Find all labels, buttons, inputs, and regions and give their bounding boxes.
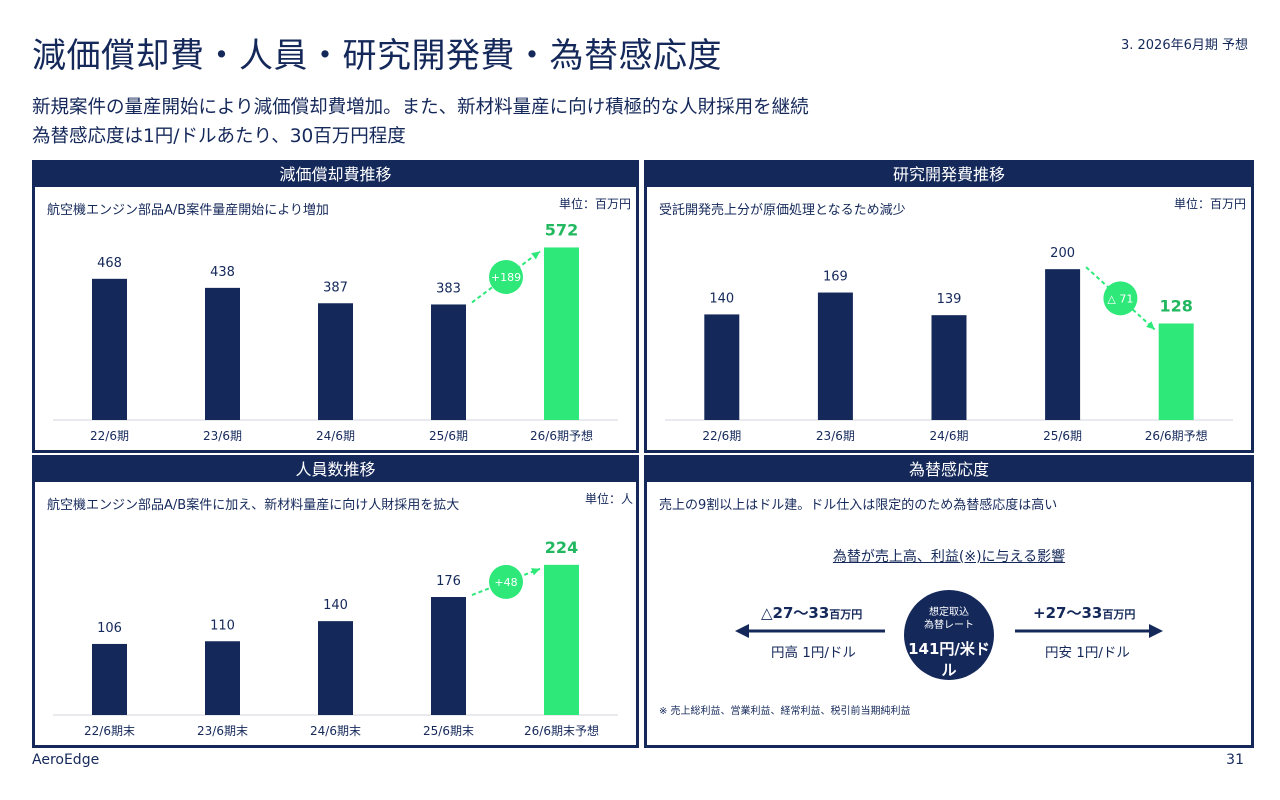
fx-left-unit: 百万円 bbox=[829, 608, 863, 621]
fx-note: 売上の9割以上はドル建。ドル仕入は限定的のため為替感応度は高い bbox=[659, 498, 1058, 513]
rnd-note: 受託開発売上分が原価処理となるため減少 bbox=[659, 203, 906, 218]
rnd-unit: 単位：百万円 bbox=[1174, 197, 1247, 211]
data-label: 106 bbox=[97, 621, 122, 636]
fx-assumed-rate-badge: 想定取込為替レート 141円/米ドル bbox=[904, 590, 994, 680]
data-label: 383 bbox=[436, 281, 461, 296]
fx-left-value: △27～33 bbox=[761, 604, 830, 622]
change-label: +48 bbox=[494, 576, 517, 589]
x-tick-label: 23/6期 bbox=[203, 429, 242, 443]
bar bbox=[431, 597, 466, 715]
x-tick-label: 24/6期末 bbox=[310, 724, 361, 738]
x-tick-label: 25/6期末 bbox=[423, 724, 474, 738]
bar bbox=[431, 304, 466, 420]
headcount-panel-heading: 人員数推移 bbox=[35, 458, 636, 482]
change-arrowhead bbox=[531, 251, 540, 260]
fx-arrowhead-right bbox=[1149, 624, 1163, 638]
bar bbox=[92, 278, 127, 420]
fx-rate-caption: 想定取込 為替レート bbox=[904, 606, 994, 632]
change-arrowhead bbox=[531, 568, 540, 576]
depreciation-chart: 468 22/6期 438 23/6期 387 24/6期 383 25/6期 572 26/6期… bbox=[53, 220, 618, 443]
headcount-chart: 106 22/6期末 110 23/6期末 140 24/6期末 176 25/6期末 224 2… bbox=[53, 538, 618, 738]
data-label: 224 bbox=[545, 538, 578, 557]
depreciation-unit: 単位：百万円 bbox=[559, 197, 632, 211]
fx-rate-caption-1: 想定取込 bbox=[929, 607, 969, 618]
fx-panel: 為替感応度 売上の9割以上はドル建。ドル仕入は限定的のため為替感応度は高い 為替… bbox=[644, 455, 1254, 748]
fx-rate-caption-2: 為替レート bbox=[924, 620, 974, 631]
page-number: 31 bbox=[1226, 752, 1244, 768]
fx-right-unit: 百万円 bbox=[1102, 608, 1136, 621]
section-label: 3. 2026年6月期 予想 bbox=[1120, 38, 1248, 53]
fx-rate-value: 141円/米ドル bbox=[908, 640, 990, 679]
depreciation-note: 航空機エンジン部品A/B案件量産開始により増加 bbox=[47, 203, 329, 218]
bar bbox=[931, 315, 967, 420]
fx-right-value: +27～33 bbox=[1033, 604, 1103, 622]
bar bbox=[1045, 269, 1081, 420]
bar bbox=[92, 643, 127, 715]
lead-text: 新規案件の量産開始により減価償却費増加。また、新材料量産に向け積極的な人財採用を… bbox=[32, 93, 809, 151]
bar bbox=[544, 564, 579, 715]
fx-yen-strong-label: 円高 1円/ドル bbox=[771, 645, 856, 661]
x-tick-label: 26/6期予想 bbox=[1145, 428, 1208, 443]
x-tick-label: 26/6期末予想 bbox=[524, 723, 599, 738]
depreciation-panel-heading: 減価償却費推移 bbox=[35, 163, 636, 187]
bar bbox=[1158, 323, 1194, 420]
change-arrowhead bbox=[1146, 321, 1155, 330]
x-tick-label: 24/6期 bbox=[930, 429, 969, 443]
x-tick-label: 24/6期 bbox=[316, 429, 355, 443]
data-label: 140 bbox=[323, 598, 348, 613]
data-label: 176 bbox=[436, 574, 461, 589]
data-label: 572 bbox=[545, 220, 578, 239]
fx-panel-heading: 為替感応度 bbox=[647, 458, 1251, 482]
fx-yen-weak-label: 円安 1円/ドル bbox=[1045, 645, 1130, 661]
change-arrow bbox=[1085, 266, 1156, 331]
change-label: △ 71 bbox=[1107, 292, 1133, 305]
rnd-panel-heading: 研究開発費推移 bbox=[647, 163, 1251, 187]
x-tick-label: 22/6期末 bbox=[84, 724, 135, 738]
bar bbox=[318, 621, 353, 715]
headcount-note: 航空機エンジン部品A/B案件に加え、新材料量産に向け人財採用を拡大 bbox=[47, 498, 460, 513]
data-label: 200 bbox=[1050, 246, 1075, 261]
lead-line-2: 為替感応度は1円/ドルあたり、30百万円程度 bbox=[32, 126, 406, 147]
change-label: +189 bbox=[491, 271, 521, 284]
bar bbox=[704, 314, 740, 420]
x-tick-label: 22/6期 bbox=[90, 429, 129, 443]
bar bbox=[205, 641, 240, 715]
data-label: 110 bbox=[210, 618, 235, 633]
rnd-chart: 140 22/6期 169 23/6期 139 24/6期 200 25/6期 128 26/6期… bbox=[665, 246, 1233, 443]
fx-impact-title: 為替が売上高、利益(※)に与える影響 bbox=[832, 549, 1066, 565]
headcount-panel: 人員数推移 航空機エンジン部品A/B案件に加え、新材料量産に向け人財採用を拡大 … bbox=[32, 455, 639, 748]
lead-line-1: 新規案件の量産開始により減価償却費増加。また、新材料量産に向け積極的な人財採用を… bbox=[32, 97, 809, 118]
change-badge bbox=[489, 259, 523, 294]
data-label: 438 bbox=[210, 265, 235, 280]
rnd-panel: 研究開発費推移 受託開発売上分が原価処理となるため減少 単位：百万円 140 22… bbox=[644, 160, 1254, 453]
x-tick-label: 22/6期 bbox=[702, 429, 741, 443]
data-label: 139 bbox=[937, 292, 962, 307]
page-title: 減価償却費・人員・研究開発費・為替感応度 bbox=[32, 36, 722, 76]
data-label: 468 bbox=[97, 256, 122, 271]
fx-arrows bbox=[735, 624, 1163, 638]
bar bbox=[205, 287, 240, 420]
bar bbox=[544, 247, 579, 420]
fx-yen-weak-value: +27～33百万円 bbox=[1033, 602, 1135, 623]
change-badge bbox=[1103, 281, 1138, 316]
data-label: 169 bbox=[823, 270, 848, 285]
data-label: 128 bbox=[1159, 296, 1192, 315]
depreciation-panel: 減価償却費推移 航空機エンジン部品A/B案件量産開始により増加 単位：百万円 4… bbox=[32, 160, 639, 453]
change-badge bbox=[489, 564, 523, 599]
brand-footer: AeroEdge bbox=[32, 752, 100, 768]
x-tick-label: 23/6期 bbox=[816, 429, 855, 443]
bar bbox=[318, 303, 353, 420]
x-tick-label: 25/6期 bbox=[1043, 429, 1082, 443]
headcount-unit: 単位：人 bbox=[585, 492, 634, 506]
data-label: 140 bbox=[709, 291, 734, 306]
x-tick-label: 26/6期予想 bbox=[530, 428, 593, 443]
bar bbox=[817, 292, 853, 420]
fx-yen-strong-value: △27～33百万円 bbox=[761, 602, 862, 623]
fx-footnote: ※ 売上総利益、営業利益、経常利益、税引前当期純利益 bbox=[659, 706, 911, 717]
x-tick-label: 23/6期末 bbox=[197, 724, 248, 738]
data-label: 387 bbox=[323, 280, 348, 295]
x-tick-label: 25/6期 bbox=[429, 429, 468, 443]
fx-arrowhead-left bbox=[735, 624, 749, 638]
